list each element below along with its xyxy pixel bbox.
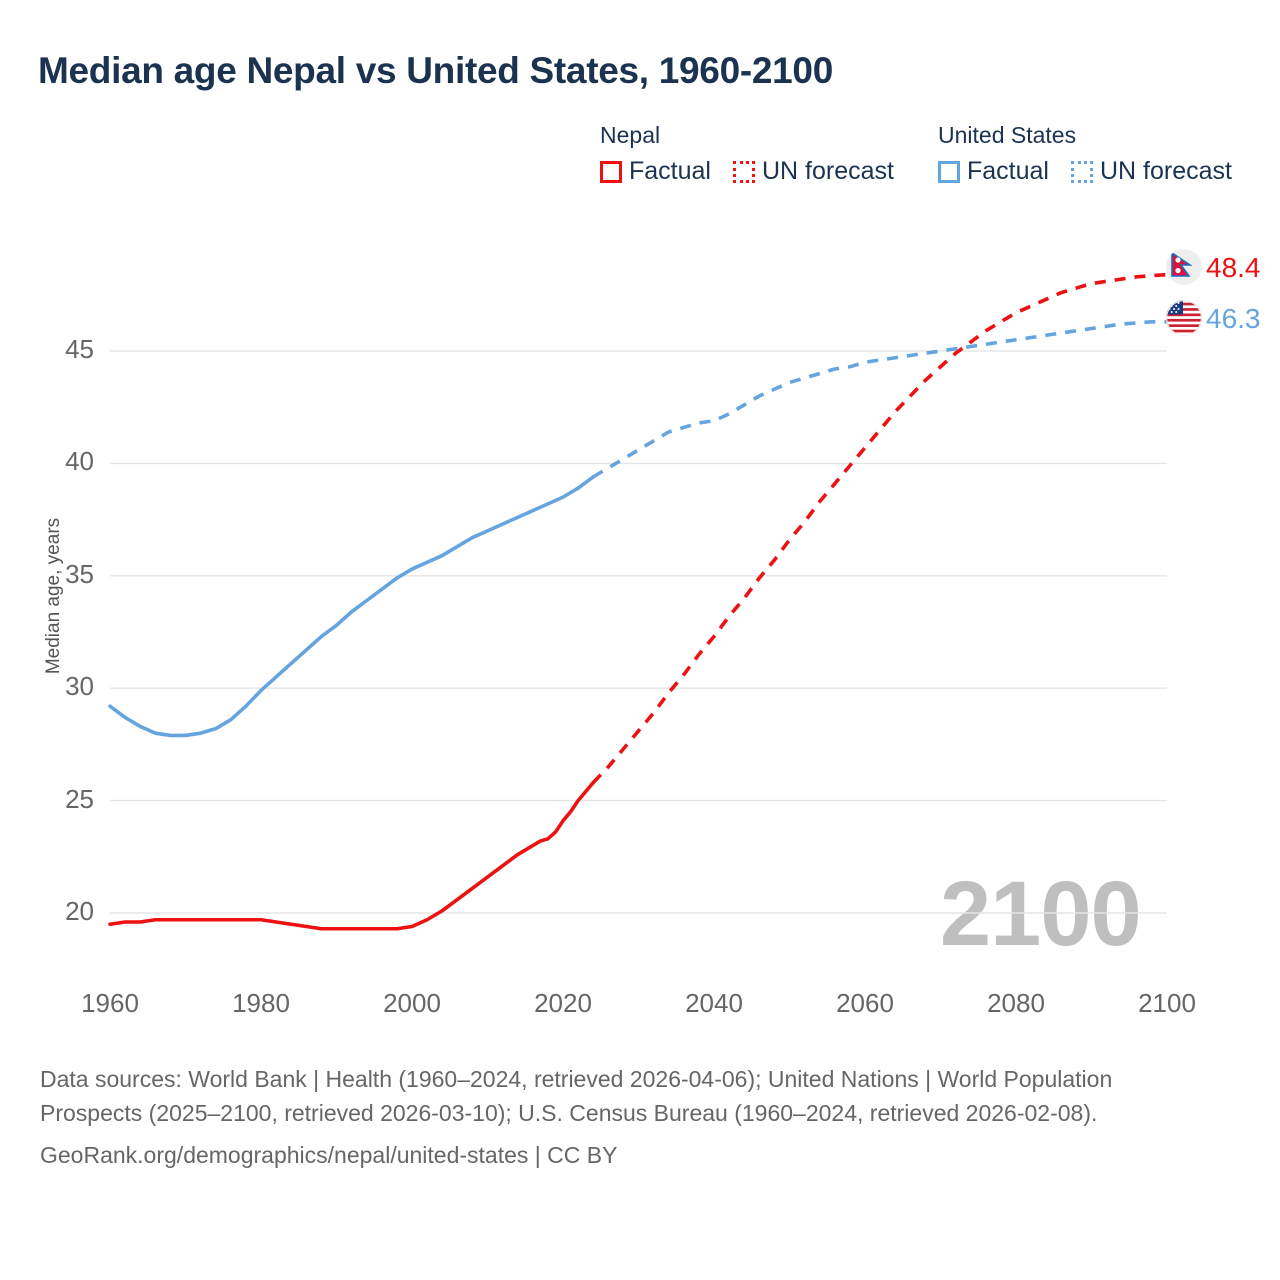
legend-group-nepal: Nepal Factual UN forecast	[600, 122, 894, 186]
y-tick-label: 30	[65, 671, 94, 702]
legend-swatch-solid-red-icon	[600, 160, 622, 183]
legend-country-united-states: United States	[938, 122, 1077, 148]
x-tick-label: 2000	[383, 988, 441, 1018]
series-line-forecast-united-states	[592, 319, 1167, 479]
legend-item-nepal-forecast[interactable]: UN forecast	[732, 157, 894, 186]
y-tick-label: 25	[65, 783, 94, 814]
us-flag-icon	[1166, 300, 1202, 336]
y-tick-label: 20	[65, 896, 94, 926]
x-tick-label: 2060	[836, 988, 894, 1018]
endpoint-value-nepal: 48.4	[1206, 252, 1261, 283]
x-tick-label: 2040	[685, 988, 743, 1018]
series-lines	[108, 272, 1168, 931]
y-tick-label: 45	[65, 334, 94, 364]
page-title: Median age Nepal vs United States, 1960-…	[38, 50, 833, 91]
x-tick-label: 2080	[987, 988, 1045, 1018]
legend-item-us-factual[interactable]: Factual	[938, 157, 1049, 186]
x-tick-label: 1960	[81, 988, 139, 1018]
gridlines	[110, 350, 1167, 914]
legend-label-us-forecast: UN forecast	[1099, 157, 1232, 185]
legend-item-us-forecast[interactable]: UN forecast	[1070, 157, 1232, 186]
footer-attribution-link[interactable]: GeoRank.org/demographics/nepal/united-st…	[40, 1142, 618, 1169]
y-tick-label: 40	[65, 446, 94, 477]
footer-data-sources: Data sources: World Bank | Health (1960–…	[40, 1066, 1113, 1127]
legend-swatch-dotted-blue-icon	[1070, 160, 1093, 183]
legend-label-nepal-factual: Factual	[629, 157, 711, 185]
endpoint-value-united-states: 46.3	[1206, 303, 1261, 334]
series-line-factual-united-states	[108, 475, 595, 738]
series-line-forecast-nepal	[591, 272, 1168, 784]
x-tick-label: 2020	[534, 988, 592, 1018]
x-tick-label: 1980	[232, 988, 290, 1018]
legend-group-united-states: United States Factual UN forecast	[938, 122, 1232, 186]
year-watermark: 2100	[940, 863, 1142, 965]
footer: Data sources: World Bank | Health (1960–…	[40, 1062, 1220, 1169]
chart-legend: Nepal Factual UN forecast United States …	[600, 122, 1260, 202]
series-line-factual-nepal	[108, 780, 595, 931]
x-tick-label: 2100	[1138, 988, 1196, 1018]
legend-swatch-dotted-red-icon	[732, 160, 755, 183]
y-tick-label: 35	[65, 558, 94, 589]
legend-country-nepal: Nepal	[600, 122, 661, 148]
legend-label-us-factual: Factual	[967, 157, 1049, 185]
nepal-flag-icon	[1166, 249, 1202, 285]
legend-swatch-solid-blue-icon	[938, 160, 960, 183]
legend-item-nepal-factual[interactable]: Factual	[600, 157, 711, 186]
legend-label-nepal-forecast: UN forecast	[761, 157, 894, 185]
y-axis-title: Median age, years	[43, 517, 64, 675]
